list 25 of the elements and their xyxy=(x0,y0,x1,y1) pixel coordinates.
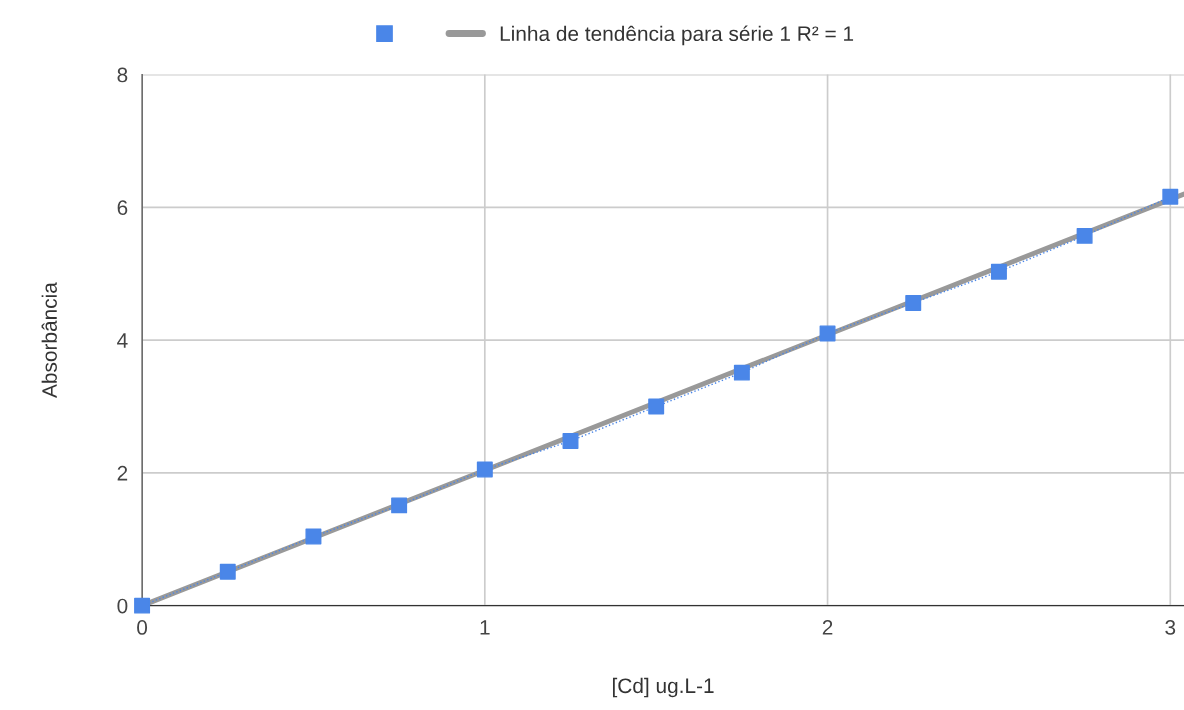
legend-label: Linha de tendência para série 1 R² = 1 xyxy=(500,25,854,46)
y-tick-label: 4 xyxy=(117,333,128,348)
x-tick-label: 2 xyxy=(822,620,833,635)
point xyxy=(990,263,1007,280)
x-tick-label: 1 xyxy=(480,620,490,635)
point xyxy=(905,294,922,311)
point xyxy=(562,433,579,449)
y-tick-label: 6 xyxy=(117,200,128,216)
point xyxy=(391,497,408,514)
point xyxy=(305,528,322,545)
point xyxy=(819,325,836,342)
point xyxy=(733,364,750,381)
point xyxy=(219,563,236,580)
point xyxy=(134,597,151,614)
y-tick-label: 8 xyxy=(117,67,128,83)
x-tick-label: 0 xyxy=(137,620,148,635)
x-axis-title: [Cd] ug.L-1 xyxy=(612,677,714,698)
x-tick-label: 3 xyxy=(1165,620,1176,635)
point xyxy=(476,461,493,478)
point xyxy=(1076,227,1093,244)
y-tick-label: 2 xyxy=(117,465,128,481)
point xyxy=(648,398,665,415)
point xyxy=(1162,188,1179,205)
y-tick-label: 0 xyxy=(117,598,128,614)
y-axis-title: Absorbância xyxy=(41,282,57,398)
